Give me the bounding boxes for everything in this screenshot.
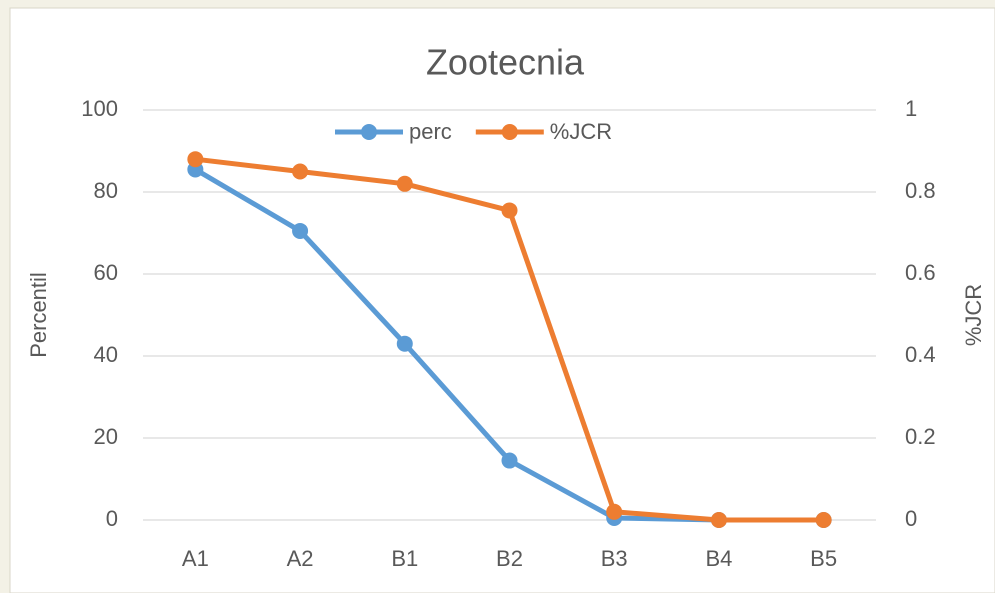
y2-tick-label: 0.2 bbox=[905, 424, 936, 449]
legend-label: perc bbox=[409, 119, 452, 144]
marker bbox=[292, 163, 309, 180]
y-tick-label: 40 bbox=[94, 342, 118, 367]
marker bbox=[292, 222, 309, 239]
x-tick-label: A2 bbox=[287, 546, 314, 571]
y2-tick-label: 0.4 bbox=[905, 342, 936, 367]
y-tick-label: 0 bbox=[106, 506, 118, 531]
y2-tick-label: 0 bbox=[905, 506, 917, 531]
y2-tick-label: 1 bbox=[905, 96, 917, 121]
y-tick-label: 60 bbox=[94, 260, 118, 285]
marker bbox=[710, 512, 727, 528]
marker bbox=[396, 335, 413, 352]
chart-area bbox=[9, 7, 995, 593]
y-tick-label: 20 bbox=[94, 424, 118, 449]
marker bbox=[501, 202, 518, 219]
x-tick-label: A1 bbox=[182, 546, 209, 571]
y2-tick-label: 0.8 bbox=[905, 178, 936, 203]
y-axis-label: Percentil bbox=[26, 272, 51, 358]
y2-axis-label: %JCR bbox=[961, 284, 986, 346]
marker bbox=[396, 175, 413, 192]
x-tick-label: B2 bbox=[496, 546, 523, 571]
marker bbox=[187, 151, 204, 168]
legend-marker bbox=[361, 124, 377, 140]
x-tick-label: B4 bbox=[705, 546, 732, 571]
marker bbox=[815, 512, 832, 528]
x-tick-label: B3 bbox=[601, 546, 628, 571]
x-tick-label: B1 bbox=[391, 546, 418, 571]
marker bbox=[501, 452, 518, 469]
y-tick-label: 100 bbox=[81, 96, 118, 121]
legend-label: %JCR bbox=[550, 119, 612, 144]
legend-marker bbox=[501, 124, 518, 140]
y-tick-label: 80 bbox=[94, 178, 118, 203]
chart-title: Zootecnia bbox=[426, 42, 585, 83]
marker bbox=[606, 503, 623, 520]
x-tick-label: B5 bbox=[810, 546, 837, 571]
y2-tick-label: 0.6 bbox=[905, 260, 936, 285]
